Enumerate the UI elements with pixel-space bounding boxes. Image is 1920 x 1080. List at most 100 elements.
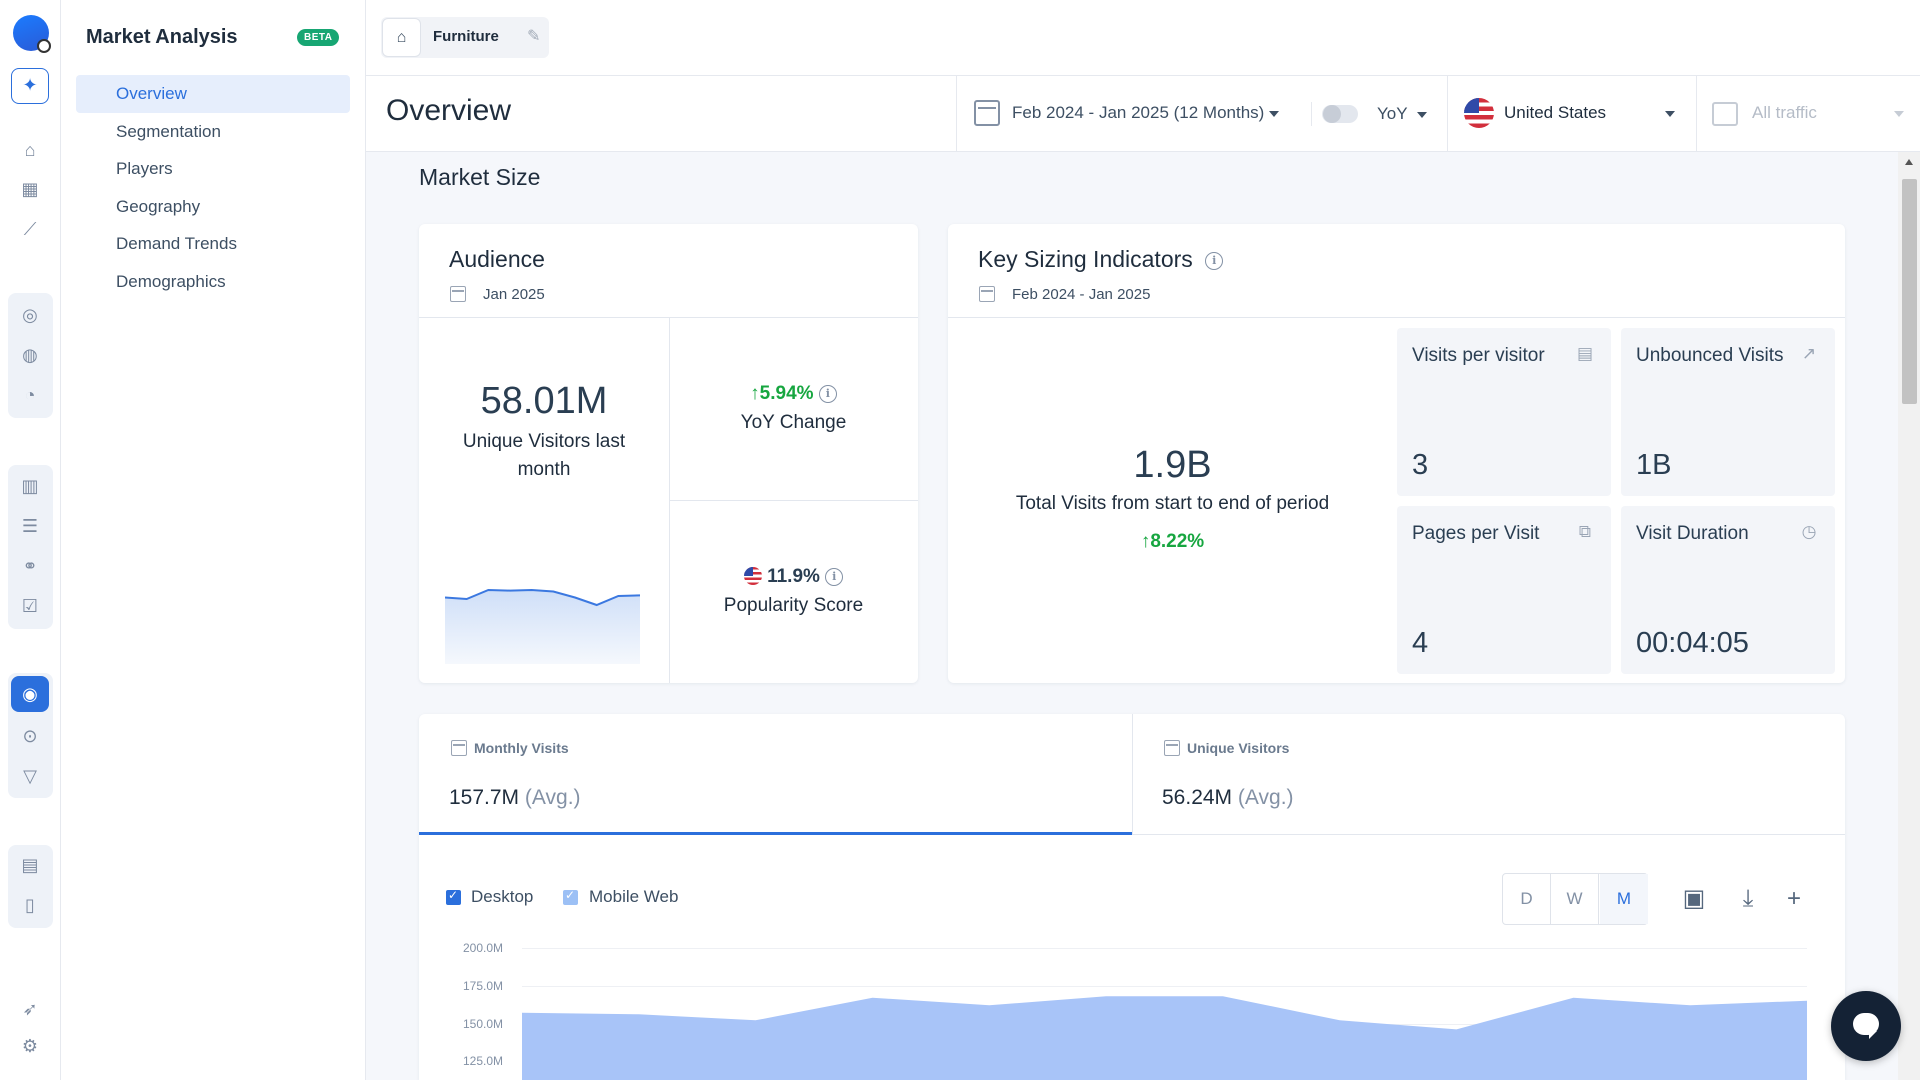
granularity-day[interactable]: D — [1503, 874, 1551, 924]
sidebar-item-demand-trends[interactable]: Demand Trends — [116, 234, 237, 253]
compare-toggle[interactable] — [1322, 105, 1358, 123]
granularity-week[interactable]: W — [1551, 874, 1599, 924]
popularity-caption: Popularity Score — [723, 595, 864, 616]
y-tick-label: 200.0M — [462, 941, 503, 955]
tab-value-number: 157.7M — [449, 786, 520, 809]
total-change-value: 8.22% — [1150, 531, 1205, 552]
report-icon[interactable]: ▤ — [21, 855, 39, 875]
section-title: Market Size — [419, 164, 541, 190]
card-date: Jan 2025 — [483, 286, 545, 303]
chat-button[interactable] — [1831, 991, 1901, 1061]
info-icon[interactable]: i — [818, 384, 837, 403]
tile-label: Visits per visitor — [1412, 345, 1545, 366]
chevron-down-icon[interactable] — [1894, 111, 1904, 117]
pie-icon[interactable]: ◔ — [24, 385, 36, 405]
market-globe-icon[interactable]: ◉ — [11, 676, 49, 712]
tile-value: 1B — [1636, 449, 1672, 481]
chevron-down-icon — [1269, 110, 1280, 117]
tile-pages-per-visit: Pages per Visit ⧉ 4 — [1397, 506, 1611, 674]
popularity-score: 11.9% i — [669, 563, 918, 591]
divider — [669, 500, 918, 501]
card-date: Feb 2024 - Jan 2025 — [1012, 286, 1151, 303]
sidebar-item-players[interactable]: Players — [116, 159, 173, 178]
y-tick-label: 125.0M — [462, 1054, 503, 1068]
sidebar-item-geography[interactable]: Geography — [116, 196, 201, 216]
excel-export-icon[interactable]: ▣ — [1682, 885, 1706, 912]
compare-dropdown[interactable]: YoY — [1377, 104, 1427, 124]
desktop-checkbox[interactable] — [446, 888, 461, 905]
y-tick-label: 175.0M — [462, 979, 503, 993]
legend-mobile-web: Mobile Web — [589, 887, 679, 906]
tile-unbounced-visits: Unbounced Visits ↗ 1B — [1621, 328, 1835, 496]
date-range-picker[interactable]: Feb 2024 - Jan 2025 (12 Months) — [1012, 103, 1280, 123]
link-icon[interactable]: ⚭ — [22, 556, 38, 576]
scroll-up-arrow[interactable] — [1905, 159, 1913, 165]
us-flag-icon — [743, 567, 762, 585]
checklist-icon[interactable]: ☑ — [21, 596, 39, 616]
calendar-icon: ▤ — [1576, 344, 1594, 363]
sidebar-item-overview[interactable]: Overview — [76, 75, 350, 113]
icon-rail: ✦ ⌂ ▦ ⟋ ◎ ◍ ◔ ▥ ☰ ⚭ ☑ ◉ ⊙ ▽ ▤ ▯ ➶ ⚙ — [0, 0, 61, 1080]
divider — [1696, 76, 1697, 152]
tile-value: 4 — [1412, 627, 1429, 659]
info-icon[interactable]: i — [825, 567, 844, 586]
yoy-change-value: 5.94% — [759, 383, 814, 404]
unique-visitors-caption: Unique Visitors last month — [462, 431, 626, 480]
divider — [1311, 102, 1312, 126]
bar-chart-icon[interactable]: ▥ — [21, 476, 39, 496]
app-logo[interactable] — [13, 15, 51, 53]
legend-desktop: Desktop — [471, 887, 534, 906]
calendar-icon — [979, 286, 995, 302]
rocket-icon[interactable]: ➶ — [22, 999, 38, 1019]
scrollbar[interactable] — [1898, 152, 1920, 1080]
keyword-icon[interactable]: ☰ — [21, 516, 39, 536]
divider — [419, 834, 1845, 835]
monthly-visits-area-chart — [522, 996, 1807, 1080]
trend-icon[interactable]: ⟋ — [23, 219, 37, 239]
grid-line — [522, 986, 1807, 987]
mobile-web-checkbox[interactable] — [563, 888, 578, 905]
divider — [1447, 76, 1448, 152]
web-research-icon[interactable]: ◍ — [22, 345, 38, 365]
dashboard-icon[interactable]: ▦ — [21, 179, 39, 199]
sidebar-item-demographics[interactable]: Demographics — [116, 271, 226, 291]
globe-icon[interactable]: ◎ — [22, 305, 38, 325]
tab-value-suffix: (Avg.) — [1237, 786, 1294, 809]
download-icon[interactable]: ⤓ — [1742, 885, 1754, 912]
tab-value-number: 56.24M — [1162, 786, 1233, 809]
grid-line — [522, 948, 1807, 949]
us-flag-icon — [1464, 98, 1494, 128]
country-dropdown[interactable]: United States — [1504, 103, 1607, 122]
gear-icon[interactable]: ⚙ — [21, 1036, 39, 1056]
granularity-month[interactable]: M — [1600, 874, 1648, 924]
card-title: Key Sizing Indicators i — [978, 246, 1224, 273]
sofa-icon: ⌂ — [382, 18, 421, 57]
page-header: Overview Feb 2024 - Jan 2025 (12 Months)… — [366, 76, 1920, 152]
funnel-icon[interactable]: ▽ — [23, 766, 37, 786]
home-icon[interactable]: ⌂ — [24, 140, 36, 160]
pencil-icon[interactable]: ✎ — [527, 28, 541, 45]
add-icon[interactable]: + — [1786, 885, 1801, 912]
tab-label: Monthly Visits — [474, 740, 569, 756]
sidebar-title: Market Analysis — [86, 26, 238, 48]
sparkline-area — [445, 590, 640, 664]
pages-icon: ⧉ — [1578, 522, 1592, 541]
ai-sparkle-icon[interactable]: ✦ — [11, 68, 49, 104]
traffic-dropdown[interactable]: All traffic — [1752, 103, 1817, 122]
tile-value: 3 — [1412, 449, 1429, 481]
sidebar-nav: Overview Segmentation Players Geography … — [76, 75, 350, 300]
divider — [948, 317, 1845, 318]
compare-label: YoY — [1377, 104, 1408, 123]
chevron-down-icon[interactable] — [1665, 111, 1675, 117]
mobile-icon[interactable]: ▯ — [25, 895, 35, 915]
active-tab-indicator — [419, 832, 1132, 835]
divider — [1132, 714, 1133, 834]
scrollbar-thumb[interactable] — [1902, 179, 1917, 404]
category-chip[interactable]: ⌂ Furniture ✎ — [381, 17, 549, 58]
sidebar-item-segmentation[interactable]: Segmentation — [116, 121, 221, 141]
trend-up-icon: ↗ — [1801, 344, 1817, 363]
info-icon[interactable]: i — [1205, 251, 1224, 270]
ksi-title: Key Sizing Indicators — [978, 246, 1193, 272]
sparkline-line — [445, 588, 640, 607]
search-analysis-icon[interactable]: ⊙ — [22, 726, 38, 746]
